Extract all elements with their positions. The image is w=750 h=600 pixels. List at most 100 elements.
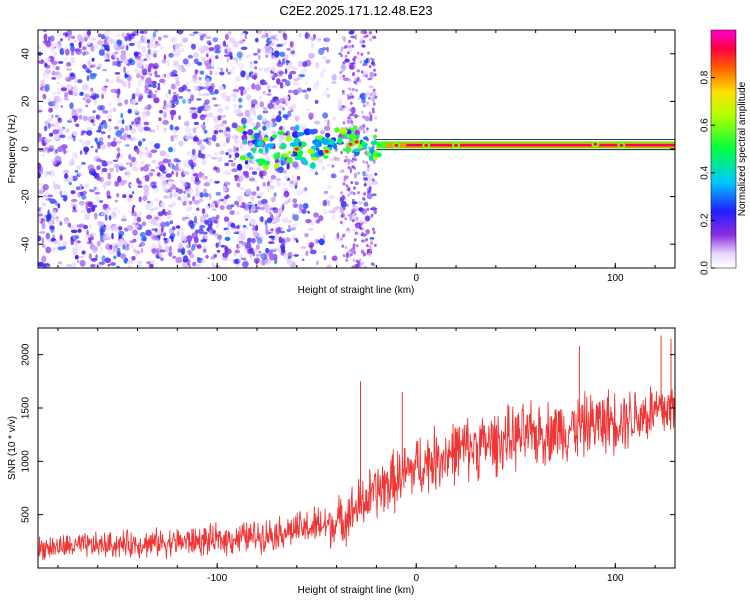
- signal-onset-blob: [264, 146, 269, 153]
- noise-blob: [343, 38, 347, 43]
- noise-blob: [148, 141, 155, 146]
- noise-blob: [225, 133, 232, 140]
- noise-blob: [360, 249, 365, 255]
- noise-blob: [277, 156, 281, 161]
- noise-blob: [348, 78, 352, 83]
- noise-blob: [373, 209, 378, 215]
- colorbar-ticks: 0.0 0.2 0.4 0.6 0.8: [700, 70, 715, 275]
- signal-onset-blob: [262, 165, 270, 170]
- noise-blob: [292, 46, 297, 50]
- signal-onset-blob: [236, 126, 245, 133]
- noise-blob: [60, 87, 68, 92]
- noise-blob: [212, 37, 219, 43]
- noise-blob: [238, 86, 245, 91]
- noise-blob: [348, 45, 351, 49]
- noise-blob: [159, 165, 166, 172]
- noise-blob: [159, 249, 166, 253]
- noise-blob: [232, 40, 240, 48]
- noise-blob: [288, 73, 293, 80]
- noise-blob: [195, 229, 199, 234]
- noise-blob: [339, 207, 344, 215]
- noise-blob: [241, 117, 247, 125]
- noise-blob: [199, 70, 205, 75]
- noise-blob: [260, 34, 268, 39]
- noise-blob: [372, 160, 376, 164]
- snr-panel: -100 0 100 500 1000 1500 2000 Height of strai…: [7, 327, 676, 596]
- noise-blob: [269, 185, 275, 190]
- noise-blob: [314, 99, 319, 104]
- noise-blob: [115, 140, 122, 144]
- noise-blob: [38, 261, 44, 267]
- noise-blob: [350, 120, 354, 124]
- noise-blob: [199, 225, 206, 229]
- noise-blob: [160, 257, 164, 261]
- noise-blob: [178, 140, 184, 147]
- noise-blob: [79, 259, 86, 267]
- noise-blob: [172, 60, 180, 67]
- noise-blob: [365, 232, 369, 236]
- noise-blob: [262, 143, 268, 147]
- noise-blob: [114, 199, 119, 203]
- signal-onset-blob: [277, 131, 284, 135]
- noise-blob: [262, 81, 268, 85]
- noise-blob: [327, 119, 330, 127]
- noise-blob: [199, 35, 204, 41]
- x-tick-label: -100: [207, 573, 227, 584]
- noise-blob: [273, 192, 277, 198]
- x-tick-label: -100: [207, 273, 227, 284]
- noise-blob: [374, 116, 378, 120]
- y-tick-label: 1500: [21, 396, 32, 419]
- noise-blob: [169, 161, 173, 168]
- noise-blob: [276, 103, 280, 110]
- signal-onset-blob: [334, 127, 340, 133]
- colorbar-tick-label: 0.4: [700, 165, 711, 179]
- noise-blob: [332, 116, 337, 121]
- noise-blob: [90, 37, 97, 41]
- noise-blob: [191, 148, 196, 156]
- noise-blob: [74, 235, 80, 240]
- noise-blob: [260, 131, 266, 136]
- noise-blob: [343, 178, 347, 182]
- noise-blob: [55, 219, 62, 223]
- noise-blob: [370, 57, 373, 61]
- noise-blob: [335, 209, 339, 213]
- noise-blob: [151, 129, 154, 133]
- noise-blob: [193, 236, 199, 244]
- noise-blob: [240, 32, 246, 36]
- noise-blob: [236, 51, 243, 59]
- noise-blob: [313, 212, 319, 218]
- signal-onset-blob: [249, 155, 254, 160]
- noise-blob: [48, 107, 53, 113]
- noise-blob: [258, 250, 262, 254]
- noise-blob: [229, 210, 235, 216]
- noise-blob: [236, 182, 241, 188]
- noise-blob: [126, 170, 130, 176]
- noise-blob: [41, 237, 45, 245]
- colorbar-tick-label: 0.6: [700, 118, 711, 132]
- noise-blob: [352, 87, 356, 91]
- noise-blob: [203, 248, 207, 253]
- noise-blob: [101, 131, 106, 135]
- signal-onset-blob: [280, 160, 284, 166]
- spectrogram-y-ticks: -40 -20 0 20 40: [21, 48, 675, 251]
- noise-blob: [214, 44, 221, 51]
- noise-blob: [151, 218, 158, 226]
- signal-onset-blob: [311, 157, 319, 161]
- noise-blob: [363, 239, 367, 243]
- noise-blob: [201, 208, 206, 215]
- noise-blob: [91, 57, 95, 62]
- noise-blob: [347, 213, 354, 217]
- signal-onset-blob: [303, 159, 309, 166]
- noise-blob: [97, 33, 102, 38]
- noise-blob: [113, 163, 121, 169]
- signal-onset-blob: [315, 135, 323, 140]
- noise-blob: [238, 97, 243, 103]
- noise-blob: [40, 47, 43, 51]
- noise-blob: [273, 48, 276, 51]
- noise-blob: [352, 243, 356, 247]
- noise-blob: [53, 183, 59, 190]
- noise-blob: [279, 104, 284, 110]
- noise-blob: [289, 63, 293, 70]
- noise-blob: [117, 88, 121, 96]
- noise-blob: [348, 30, 355, 35]
